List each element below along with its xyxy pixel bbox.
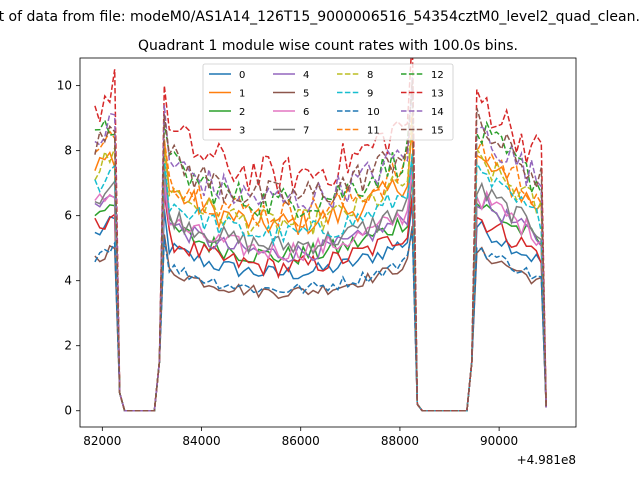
y-tick-label: 10 [57,79,72,93]
y-tick-label: 8 [64,144,72,158]
y-tick-label: 0 [64,404,72,418]
y-tick-label: 2 [64,339,72,353]
legend-label-11: 11 [367,126,380,137]
x-tick-label: 88000 [381,434,419,448]
legend-label-9: 9 [367,89,373,100]
x-tick-label: 82000 [83,434,121,448]
y-axis: 0 2 4 6 8 10 [57,79,80,418]
x-axis: 82000 84000 86000 88000 90000 [83,427,518,448]
series-line-11 [94,112,547,412]
y-tick-label: 6 [64,209,72,223]
legend-label-10: 10 [367,107,380,118]
legend-label-15: 15 [431,126,444,137]
x-tick-label: 86000 [282,434,320,448]
y-tick-label: 4 [64,274,72,288]
legend-label-13: 13 [431,89,444,100]
legend-box [202,63,454,141]
legend-label-12: 12 [431,70,444,81]
legend-label-6: 6 [303,107,309,118]
axes-frame [79,57,577,428]
chart-title: Quadrant 1 module wise count rates with … [138,38,518,54]
x-offset-label: +4.981e8 [517,453,576,467]
series-line-15 [94,79,547,412]
legend-label-7: 7 [303,126,309,137]
series-line-13 [94,58,547,412]
plot-area [94,58,547,412]
figure-suptitle: Plot of data from file: modeM0/AS1A14_12… [0,9,640,25]
x-tick-label: 84000 [182,434,220,448]
legend-label-1: 1 [239,89,245,100]
legend-label-14: 14 [431,107,444,118]
legend-label-4: 4 [303,70,309,81]
x-tick-label: 90000 [480,434,518,448]
legend-label-5: 5 [303,89,309,100]
legend-label-8: 8 [367,70,373,81]
legend-label-3: 3 [239,126,245,137]
legend-label-0: 0 [239,70,245,81]
legend-label-2: 2 [239,107,245,118]
